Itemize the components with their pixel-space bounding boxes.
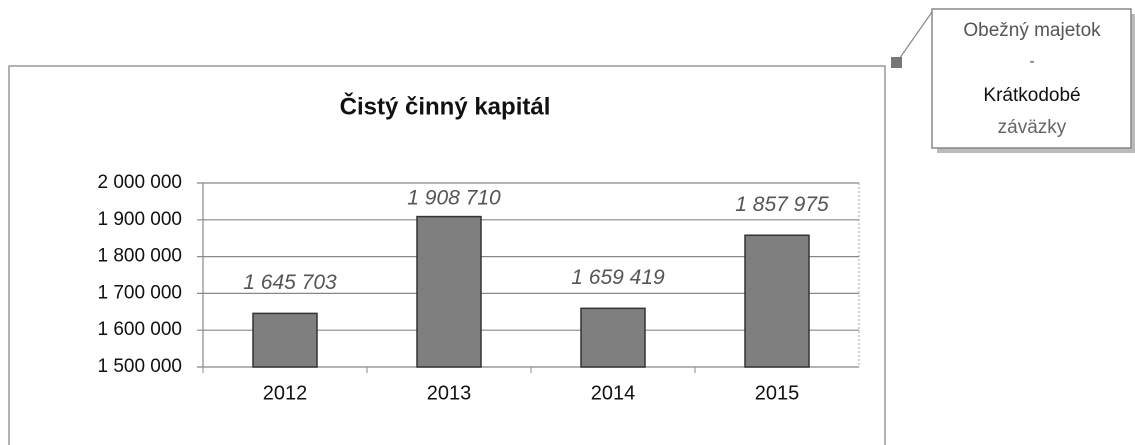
- value-label: 1 857 975: [735, 193, 829, 216]
- x-tick-label: 2014: [591, 382, 636, 404]
- callout-box: [931, 8, 1132, 149]
- callout-connector: [896, 11, 933, 63]
- callout-text: Krátkodobé: [983, 85, 1080, 106]
- callout-anchor: [891, 57, 902, 68]
- callout-text: Obežný majetok: [963, 20, 1101, 41]
- y-tick-label: 2 000 000: [97, 172, 182, 193]
- value-label: 1 645 703: [243, 271, 337, 294]
- value-label: 1 659 419: [571, 266, 665, 289]
- y-tick-label: 1 700 000: [97, 282, 182, 303]
- y-tick-label: 1 500 000: [97, 356, 182, 377]
- y-tick-label: 1 600 000: [97, 319, 182, 340]
- bar: [744, 234, 810, 368]
- x-tick-label: 2015: [755, 382, 800, 404]
- value-label: 1 908 710: [407, 187, 501, 210]
- bar: [416, 215, 482, 368]
- bar: [252, 312, 318, 368]
- bar: [580, 307, 646, 368]
- x-tick-label: 2013: [427, 382, 472, 404]
- callout-text: -: [1029, 53, 1034, 70]
- y-tick-label: 1 800 000: [97, 246, 182, 267]
- x-tick-label: 2012: [263, 382, 308, 404]
- callout-text: záväzky: [998, 117, 1067, 138]
- chart-title: Čistý činný kapitál: [340, 92, 551, 120]
- y-tick-label: 1 900 000: [97, 209, 182, 230]
